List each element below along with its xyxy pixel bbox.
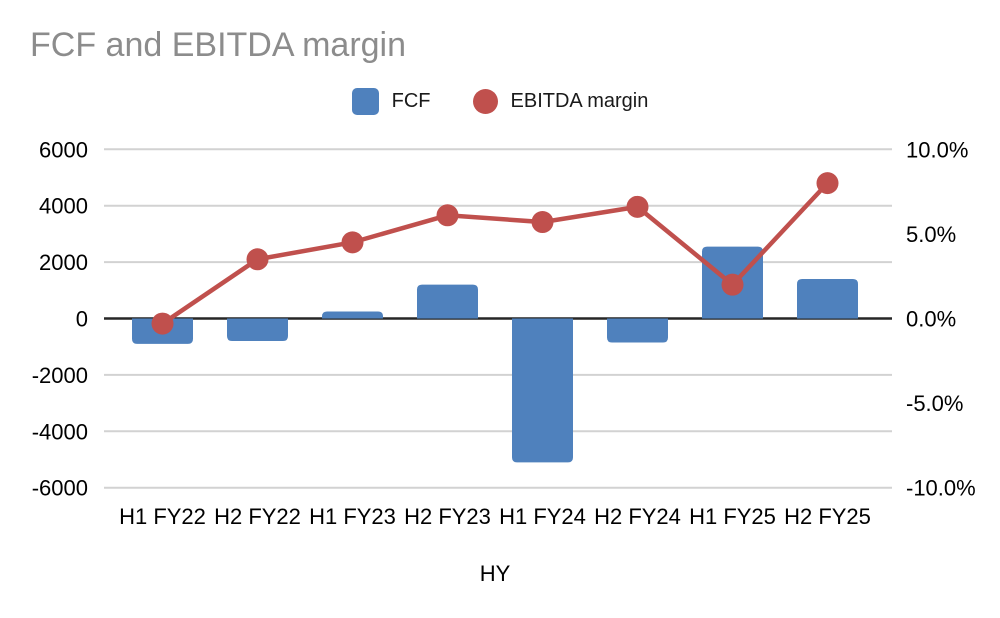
fcf-bar: [797, 279, 858, 319]
fcf-bar: [417, 284, 478, 319]
left-axis-tick-label: 2000: [39, 250, 88, 275]
fcf-bar: [607, 318, 668, 343]
legend: FCF EBITDA margin: [0, 88, 1000, 115]
ebitda-margin-point: [341, 231, 364, 254]
left-axis-tick-label: -6000: [32, 476, 88, 501]
left-axis-tick-label: -2000: [32, 363, 88, 388]
legend-item-ebitda-margin: EBITDA margin: [472, 89, 649, 114]
ebitda-margin-point: [721, 273, 744, 296]
ebitda-margin-line: [161, 181, 830, 326]
fcf-bar: [227, 318, 288, 342]
right-axis-tick-label: 0.0%: [906, 307, 956, 332]
x-axis-label: H2 FY23: [404, 504, 491, 529]
x-axis-label: H2 FY22: [214, 504, 301, 529]
ebitda-margin-point: [246, 248, 269, 271]
x-axis-label: H1 FY25: [689, 504, 776, 529]
right-axis-tick-label: 5.0%: [906, 222, 956, 247]
chart-title: FCF and EBITDA margin: [30, 26, 407, 64]
left-axis-tick-label: 4000: [39, 194, 88, 219]
fcf-bar: [512, 318, 573, 463]
ebitda-margin-point: [816, 172, 839, 195]
legend-label-fcf: FCF: [391, 90, 431, 112]
x-axis-label: H2 FY24: [594, 504, 681, 529]
legend-label-ebitda-margin: EBITDA margin: [510, 90, 649, 112]
ebitda-margin-point: [531, 211, 554, 234]
x-axis-label: H2 FY25: [784, 504, 871, 529]
x-axis-label: H1 FY23: [309, 504, 396, 529]
ebitda-margin-point: [151, 312, 174, 335]
x-axis-label: H1 FY22: [119, 504, 206, 529]
legend-item-fcf: FCF: [351, 88, 431, 115]
left-axis-tick-label: 0: [76, 307, 88, 332]
ebitda-margin-point: [436, 204, 459, 227]
ebitda-margin-point: [626, 195, 649, 218]
ebitda-margin-swatch-icon: [472, 89, 498, 114]
x-axis-title: HY: [480, 561, 511, 586]
left-axis-tick-label: -4000: [32, 419, 88, 444]
fcf-bar: [322, 311, 383, 319]
right-axis-tick-label: -5.0%: [906, 391, 963, 416]
right-axis-tick-label: -10.0%: [906, 476, 976, 501]
right-axis-tick-label: 10.0%: [906, 137, 968, 162]
x-axis-label: H1 FY24: [499, 504, 586, 529]
left-axis-tick-label: 6000: [39, 137, 88, 162]
fcf-swatch-icon: [351, 88, 379, 115]
